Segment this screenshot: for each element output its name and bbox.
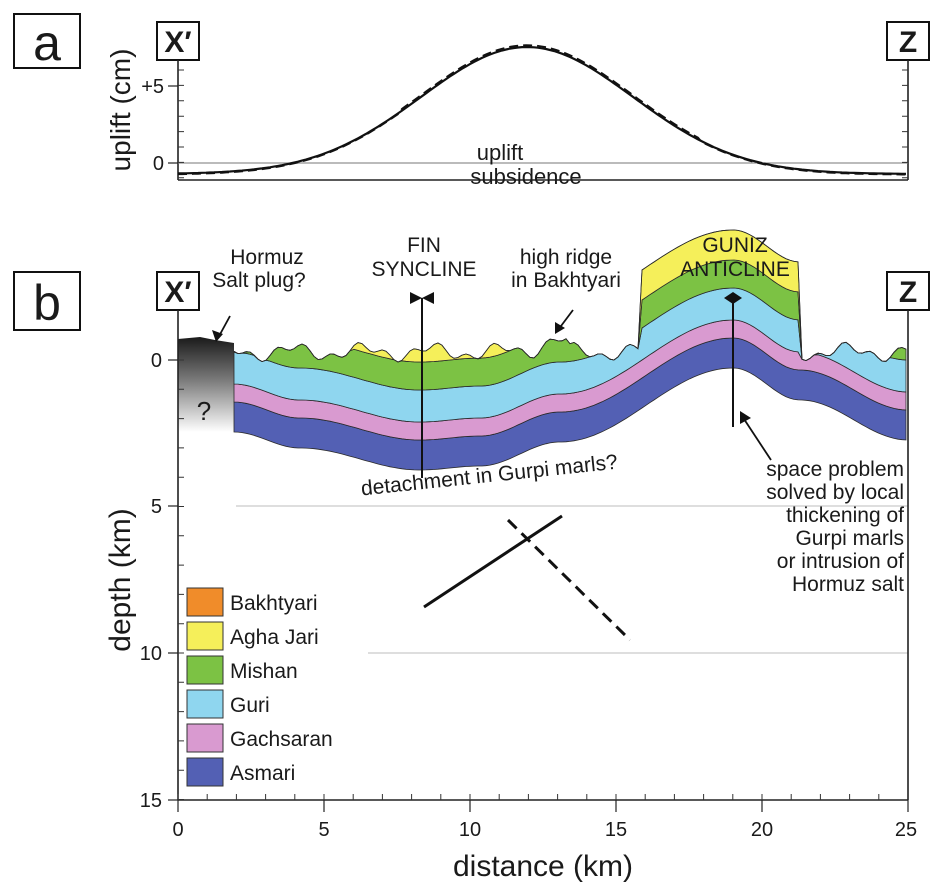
annotation-arrowheads bbox=[212, 322, 751, 424]
panel-a-right-minor-ticks bbox=[902, 69, 908, 179]
ann-guniz: GUNIZ bbox=[702, 234, 768, 257]
panel-a-ylabel: uplift (cm) bbox=[105, 49, 136, 172]
legend-swatch-bakhtyari bbox=[186, 587, 224, 617]
ann-space-6: Hormuz salt bbox=[792, 573, 904, 596]
ann-space-5: or intrusion of bbox=[777, 550, 904, 573]
panel-b-letter: b bbox=[33, 275, 61, 331]
space-problem-arrow bbox=[741, 415, 772, 461]
legend-swatch-guri bbox=[186, 689, 224, 719]
panel-a-right-marker: Z bbox=[899, 26, 917, 59]
legend: Bakhtyari Agha Jari Mishan Guri Gachsara… bbox=[186, 587, 333, 787]
legend-label-agha-jari: Agha Jari bbox=[230, 626, 319, 649]
uplift-curve-solid bbox=[178, 45, 906, 175]
x-tick-label-25: 25 bbox=[895, 819, 917, 841]
legend-swatch-gachsaran bbox=[186, 723, 224, 753]
ann-space-3: thickening of bbox=[786, 504, 904, 527]
ann-syncline: SYNCLINE bbox=[371, 258, 476, 281]
y-tick-label-10: 10 bbox=[140, 643, 162, 665]
y-tick-label-15: 15 bbox=[140, 790, 162, 812]
panel-b-right-marker: Z bbox=[899, 276, 917, 309]
fault-dashed bbox=[506, 518, 632, 642]
fault-solid bbox=[423, 514, 563, 609]
uplift-curve-dashed bbox=[178, 44, 906, 176]
panel-b-xlabel: distance (km) bbox=[453, 850, 633, 883]
ann-high-ridge: high ridge bbox=[520, 246, 612, 269]
panel-a-letter: a bbox=[33, 15, 61, 71]
legend-swatch-asmari bbox=[186, 757, 224, 787]
legend-label-mishan: Mishan bbox=[230, 660, 298, 683]
legend-label-gachsaran: Gachsaran bbox=[230, 728, 333, 751]
panel-b-left-minor-ticks bbox=[178, 359, 184, 800]
ann-fin: FIN bbox=[407, 234, 441, 257]
panel-a-tick-label-0: 0 bbox=[153, 153, 164, 175]
anticline-symbol bbox=[724, 292, 742, 304]
layer-bakhtyari bbox=[233, 229, 907, 363]
ann-salt-plug: Salt plug? bbox=[212, 269, 305, 292]
panel-b-ylabel: depth (km) bbox=[104, 508, 137, 651]
strata-layers bbox=[233, 229, 907, 471]
panel-b-letter-box bbox=[13, 271, 81, 331]
y-tick-label-0: 0 bbox=[151, 350, 162, 372]
x-tick-label-0: 0 bbox=[172, 819, 183, 841]
panel-b: b X′ Z ? bbox=[13, 229, 930, 883]
ann-space-2: solved by local bbox=[766, 481, 904, 504]
ridge-arrowhead bbox=[555, 322, 565, 334]
panel-b-x-minor-ticks bbox=[177, 794, 880, 800]
x-tick-label-10: 10 bbox=[459, 819, 481, 841]
panel-b-right-marker-box bbox=[886, 271, 930, 311]
syncline-symbol bbox=[410, 292, 434, 304]
panel-b-left-marker: X′ bbox=[164, 276, 191, 309]
ann-in-bakhtyari: in Bakhtyari bbox=[511, 269, 621, 292]
legend-label-bakhtyari: Bakhtyari bbox=[230, 592, 318, 615]
hormuz-salt-plug bbox=[178, 337, 234, 432]
legend-label-guri: Guri bbox=[230, 694, 270, 717]
ann-anticline: ANTICLINE bbox=[680, 258, 790, 281]
salt-question-mark: ? bbox=[197, 396, 211, 426]
x-tick-label-15: 15 bbox=[605, 819, 627, 841]
panel-a-left-marker: X′ bbox=[164, 26, 191, 59]
panel-b-left-marker-box bbox=[156, 271, 200, 311]
x-tick-label-5: 5 bbox=[318, 819, 329, 841]
ann-space-4: Gurpi marls bbox=[795, 527, 904, 550]
panel-a: a X′ Z +5 0 uplift (cm) uplift subsidenc… bbox=[13, 13, 930, 189]
panel-a-tick-label-5: +5 bbox=[141, 76, 164, 98]
panel-a-left-minor-ticks bbox=[178, 69, 184, 179]
salt-plug-arrowhead bbox=[212, 330, 223, 342]
ann-space-1: space problem bbox=[766, 458, 904, 481]
panel-a-letter-box bbox=[13, 13, 81, 69]
legend-label-asmari: Asmari bbox=[230, 762, 295, 785]
ann-hormuz: Hormuz bbox=[230, 246, 304, 269]
legend-swatch-mishan bbox=[186, 655, 224, 685]
label-subsidence: subsidence bbox=[470, 164, 581, 189]
x-tick-label-20: 20 bbox=[751, 819, 773, 841]
y-tick-label-5: 5 bbox=[151, 496, 162, 518]
space-problem-arrowhead bbox=[740, 411, 751, 424]
legend-swatch-agha-jari bbox=[186, 621, 224, 651]
label-uplift: uplift bbox=[477, 140, 523, 165]
